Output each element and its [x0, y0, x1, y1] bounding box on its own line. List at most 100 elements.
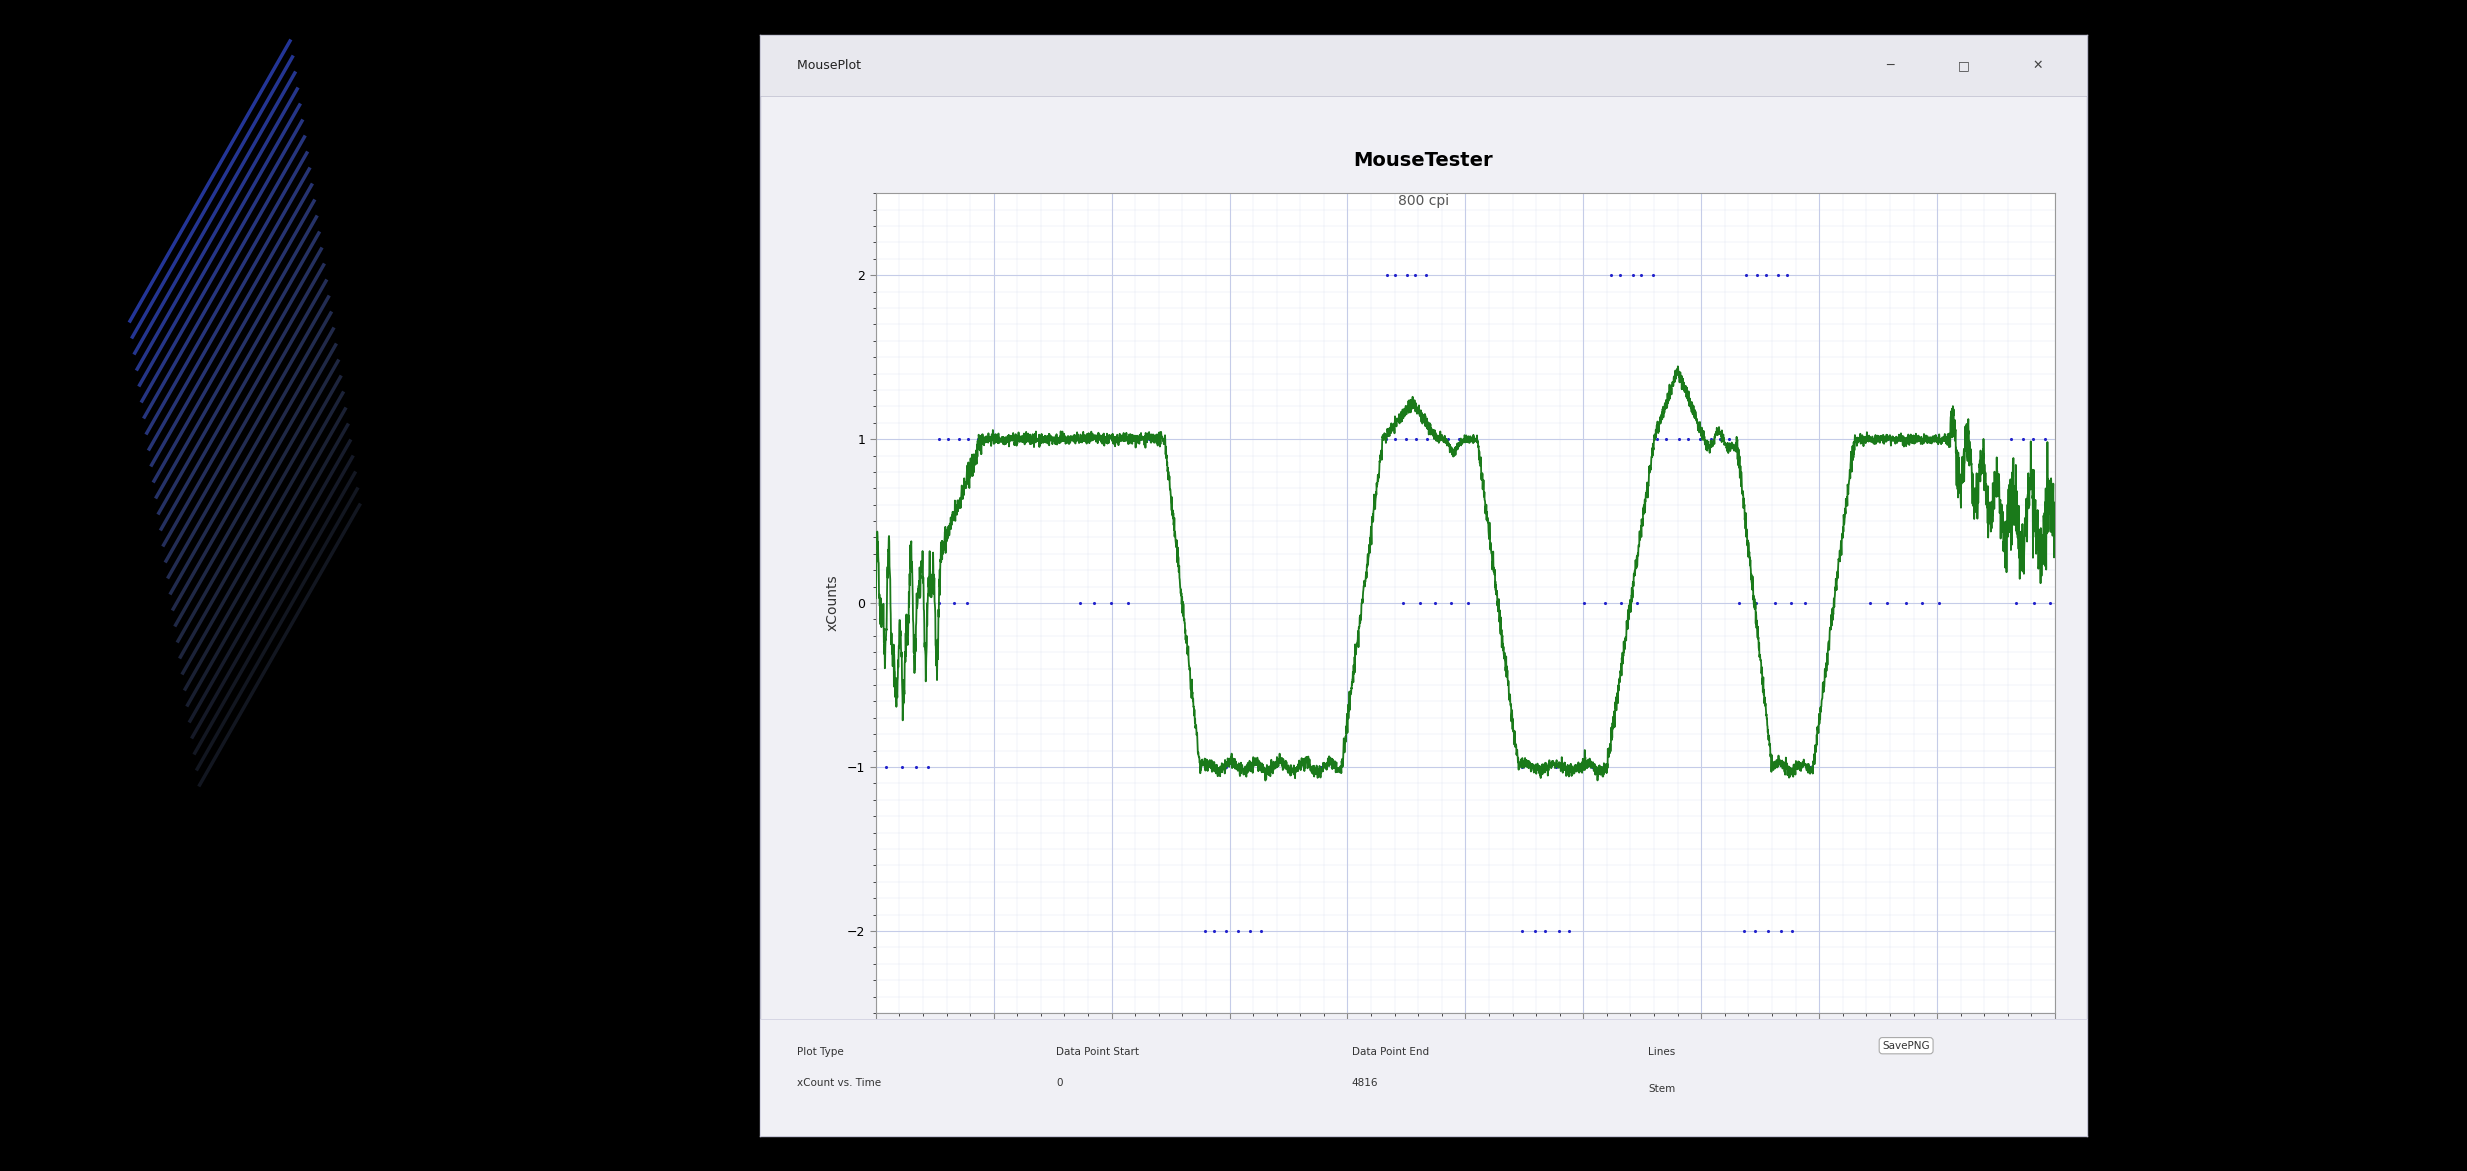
Point: [1396, 266, 1436, 285]
Point: [1564, 594, 1604, 612]
Point: [1527, 758, 1567, 776]
Point: [1502, 758, 1542, 776]
Point: [1991, 430, 2030, 448]
Point: [1421, 430, 1460, 448]
Point: [1046, 430, 1085, 448]
Point: [1300, 758, 1340, 776]
Point: [1374, 266, 1414, 285]
Point: [1850, 594, 1890, 612]
Point: [935, 594, 974, 612]
Point: [1539, 922, 1579, 940]
Point: [947, 430, 987, 448]
Point: [1591, 266, 1631, 285]
Point: [1766, 266, 1806, 285]
Point: [1727, 266, 1766, 285]
Point: [1374, 430, 1414, 448]
Point: [1584, 594, 1623, 612]
Point: [1549, 922, 1589, 940]
Point: [1184, 758, 1224, 776]
Point: [1737, 594, 1776, 612]
Point: [1266, 758, 1305, 776]
Point: [1076, 430, 1115, 448]
Point: [1868, 594, 1907, 612]
Point: [1690, 430, 1729, 448]
Point: [1002, 430, 1041, 448]
Point: [918, 430, 957, 448]
Point: [1710, 430, 1749, 448]
Point: [1759, 266, 1798, 285]
Point: [947, 594, 987, 612]
Point: [1219, 922, 1258, 940]
Point: [1754, 594, 1794, 612]
Text: MousePlot: MousePlot: [789, 59, 861, 73]
Point: [1098, 430, 1137, 448]
Point: [1431, 594, 1470, 612]
Point: [1761, 922, 1801, 940]
Point: [1396, 430, 1436, 448]
Point: [883, 758, 923, 776]
Point: [1621, 266, 1660, 285]
Point: [1280, 758, 1320, 776]
Point: [1014, 430, 1053, 448]
Point: [1140, 430, 1179, 448]
Point: [1791, 758, 1831, 776]
Point: [1645, 430, 1685, 448]
Point: [1880, 430, 1919, 448]
Point: [2003, 430, 2043, 448]
Text: Data Point Start: Data Point Start: [1056, 1047, 1140, 1056]
Point: [1909, 430, 1949, 448]
Point: [1206, 922, 1246, 940]
Point: [1601, 594, 1641, 612]
Point: [1384, 594, 1423, 612]
Point: [1219, 758, 1258, 776]
Point: [1194, 922, 1234, 940]
Point: [1034, 430, 1073, 448]
Point: [1453, 430, 1493, 448]
Point: [1194, 758, 1234, 776]
Point: [1416, 594, 1456, 612]
Point: [2013, 594, 2053, 612]
Point: [1093, 594, 1132, 612]
Point: [1719, 594, 1759, 612]
Text: Data Point End: Data Point End: [1352, 1047, 1428, 1056]
Point: [1537, 758, 1576, 776]
Point: [866, 758, 905, 776]
Point: [1184, 922, 1224, 940]
Point: [1088, 430, 1127, 448]
Point: [2030, 594, 2070, 612]
Y-axis label: xCounts: xCounts: [826, 575, 841, 631]
Point: [1900, 430, 1939, 448]
Point: [957, 430, 997, 448]
Point: [1515, 758, 1554, 776]
Point: [1386, 430, 1426, 448]
Point: [1737, 266, 1776, 285]
Point: [1108, 594, 1147, 612]
Text: Stem: Stem: [1648, 1084, 1675, 1094]
Point: [908, 758, 947, 776]
Point: [1290, 758, 1330, 776]
Point: [1902, 594, 1942, 612]
Point: [1515, 922, 1554, 940]
Point: [1601, 266, 1641, 285]
Point: [940, 430, 979, 448]
Point: [1636, 430, 1675, 448]
Point: [1887, 594, 1927, 612]
Point: [1747, 266, 1786, 285]
Text: 0: 0: [1056, 1078, 1063, 1088]
Point: [1724, 922, 1764, 940]
Point: [1406, 266, 1446, 285]
Point: [1749, 922, 1789, 940]
Point: [1858, 430, 1897, 448]
Text: Plot Type: Plot Type: [797, 1047, 844, 1056]
Point: [979, 430, 1019, 448]
Point: [1409, 430, 1448, 448]
Point: [1838, 430, 1877, 448]
Point: [1108, 430, 1147, 448]
Point: [1502, 922, 1542, 940]
Point: [1571, 758, 1611, 776]
Point: [1660, 430, 1700, 448]
Point: [1584, 758, 1623, 776]
Point: [1734, 922, 1774, 940]
Point: [2013, 430, 2053, 448]
Point: [1367, 430, 1406, 448]
